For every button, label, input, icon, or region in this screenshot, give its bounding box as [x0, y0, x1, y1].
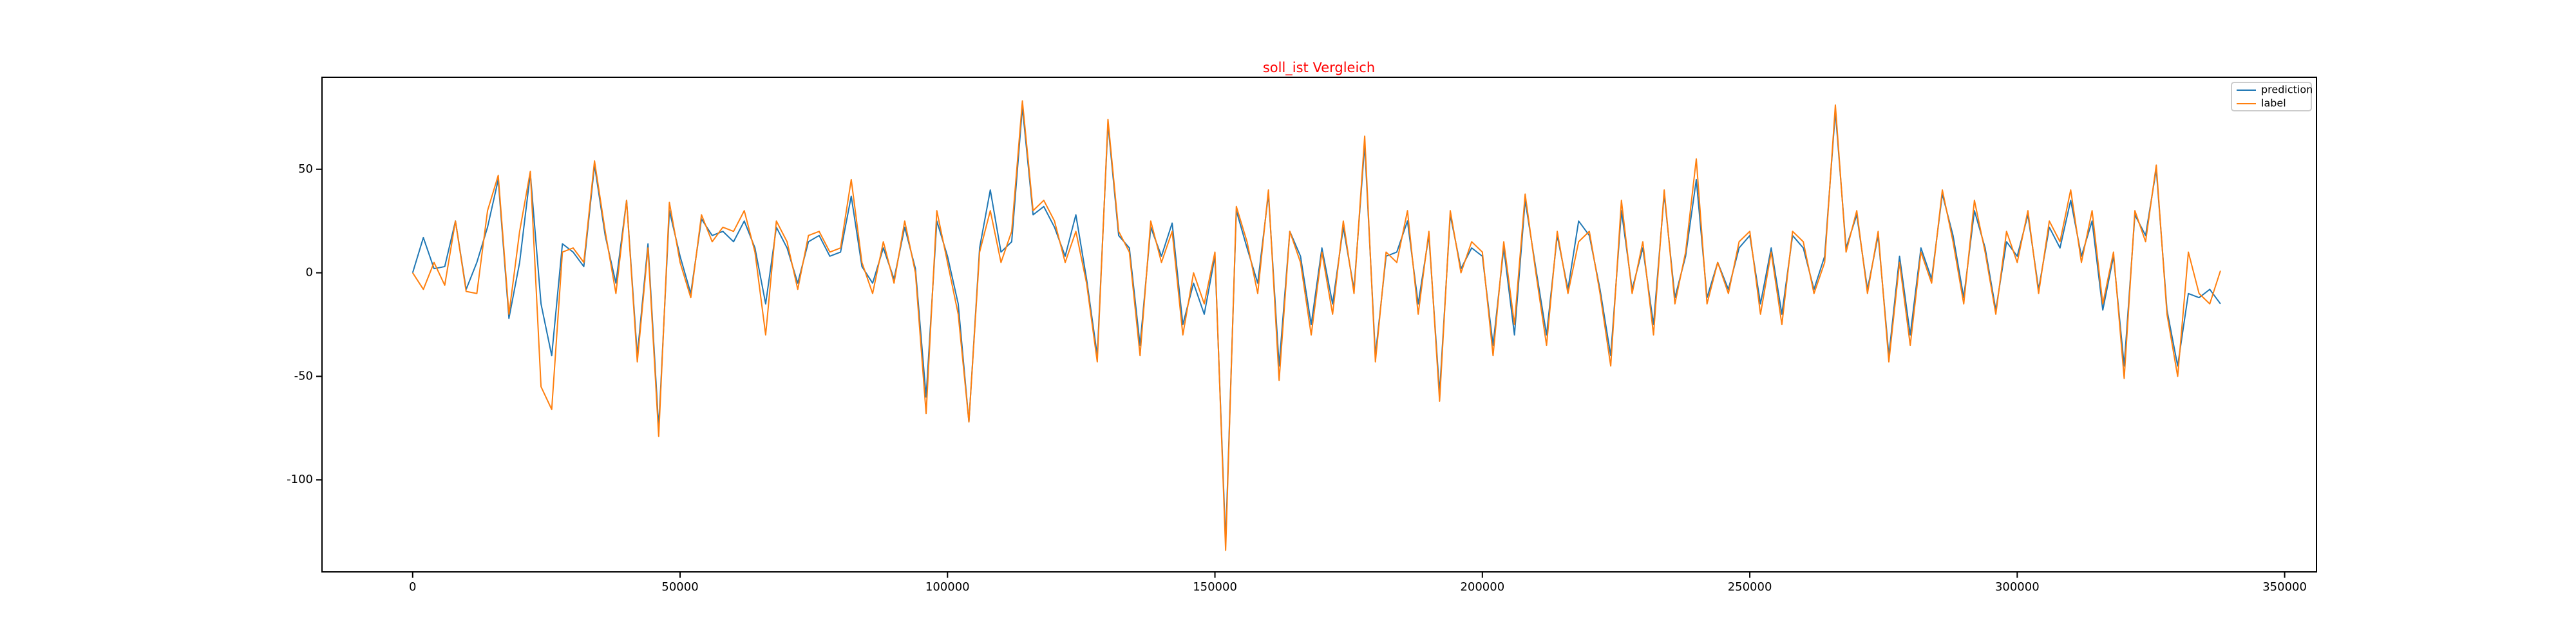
x-tick-label: 100000 — [925, 580, 970, 594]
x-tick-label: 50000 — [661, 580, 698, 594]
y-tick-label: -100 — [287, 473, 313, 486]
plot-frame — [321, 77, 2317, 573]
chart-title: soll_ist Vergleich — [1263, 60, 1375, 76]
y-tick-label: 0 — [306, 266, 313, 279]
legend-label: prediction — [2261, 84, 2313, 96]
x-tick-label: 200000 — [1460, 580, 1504, 594]
y-tick-label: 50 — [298, 162, 313, 176]
x-tick-label: 0 — [409, 580, 416, 594]
y-tick-label: -50 — [294, 369, 313, 383]
x-tick-label: 150000 — [1193, 580, 1237, 594]
x-tick-label: 250000 — [1728, 580, 1772, 594]
series-line — [412, 100, 2221, 551]
legend-label: label — [2261, 97, 2286, 109]
x-tick-label: 300000 — [1995, 580, 2040, 594]
x-tick-label: 350000 — [2262, 580, 2307, 594]
